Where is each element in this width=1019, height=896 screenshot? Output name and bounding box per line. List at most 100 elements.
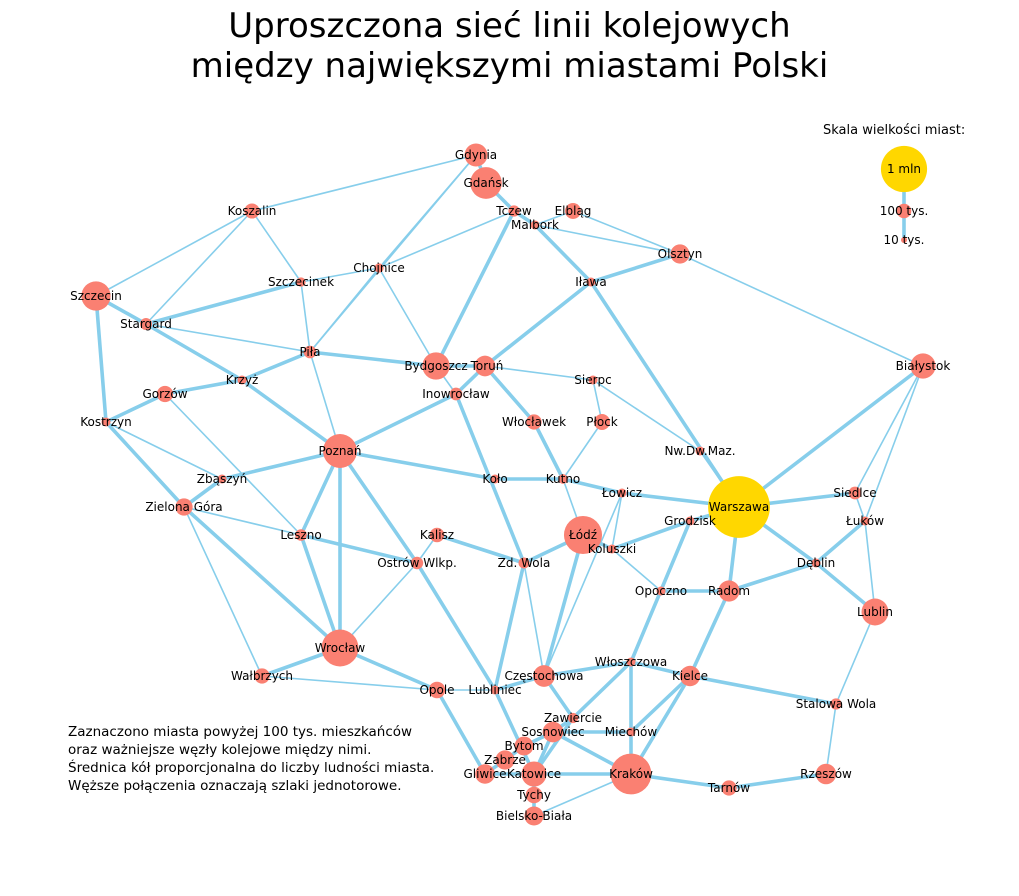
city-node-olsztyn xyxy=(670,244,690,264)
city-node-lowicz xyxy=(617,488,627,498)
legend-circle-0 xyxy=(880,145,928,193)
city-label-stalowawola: Stalowa Wola xyxy=(796,697,877,711)
city-node-sierpc xyxy=(588,375,598,385)
city-label-katowice: Katowice xyxy=(507,767,561,781)
city-label-ostrow: Ostrów Wlkp. xyxy=(377,556,457,570)
rail-link-tczew-chojnice xyxy=(378,210,515,269)
city-label-bialystok: Białystok xyxy=(896,359,951,373)
city-label-gliwice: Gliwice xyxy=(463,767,506,781)
rail-link-lukow-deblin xyxy=(814,519,867,565)
rail-link-stargard-szczecinek xyxy=(144,280,303,326)
rail-link-olsztyn-bialystok xyxy=(679,253,924,367)
city-label-wroclaw: Wrocław xyxy=(315,641,366,655)
chart-note: Zaznaczono miasta powyżej 100 tys. miesz… xyxy=(68,723,434,795)
note-line-2: oraz ważniejsze węzły kolejowe między ni… xyxy=(68,742,372,758)
city-label-tychy: Tychy xyxy=(516,788,551,802)
rail-link-poznan-kolo xyxy=(338,449,497,481)
rail-link-ilawa-warszawa xyxy=(589,280,741,509)
city-label-opole: Opole xyxy=(419,683,454,697)
rail-link-elblag-olsztyn xyxy=(572,210,681,255)
city-node-gdynia xyxy=(464,143,488,167)
city-node-kolo xyxy=(490,474,500,484)
legend-circle-2 xyxy=(901,237,907,243)
city-node-gliwice xyxy=(475,764,495,784)
city-node-lubliniec xyxy=(490,685,500,695)
city-node-bydgoszcz xyxy=(422,352,450,380)
chart-title-line-1: Uproszczona sieć linii kolejowych xyxy=(228,6,791,46)
city-node-krzyz xyxy=(237,375,247,385)
city-node-czestochowa xyxy=(533,665,555,687)
city-node-warszawa xyxy=(708,476,770,538)
city-node-szczecinek xyxy=(296,277,306,287)
city-node-stargard xyxy=(139,317,153,331)
rail-link-torun-wloclawek xyxy=(483,364,536,424)
city-node-rzeszow xyxy=(815,763,837,785)
city-label-kalisz: Kalisz xyxy=(420,528,454,542)
rail-link-gliwice-opole xyxy=(435,688,487,776)
city-label-sosnowiec: Sosnowiec xyxy=(521,725,584,739)
rail-link-zbaszyn-poznan xyxy=(220,449,342,481)
rail-link-kalisz-zdwola xyxy=(435,533,526,565)
legend-title: Skala wielkości miast: xyxy=(823,123,966,138)
city-label-warszawa: Warszawa xyxy=(709,500,769,514)
city-node-lublin xyxy=(861,598,889,626)
city-node-wloszczowa xyxy=(626,657,636,667)
city-label-gorzow: Gorzów xyxy=(142,387,187,401)
city-label-deblin: Dęblin xyxy=(797,556,836,570)
rail-link-ilawa-torun xyxy=(483,280,593,368)
city-label-radom: Radom xyxy=(708,584,750,598)
city-label-chojnice: Chojnice xyxy=(353,261,405,275)
city-label-koluszki: Koluszki xyxy=(588,542,636,556)
city-label-tarnow: Tarnów xyxy=(707,781,750,795)
city-label-zdwola: Zd. Wola xyxy=(498,556,551,570)
city-label-grodzisk: Grodzisk xyxy=(664,514,716,528)
rail-link-wloclawek-kutno xyxy=(532,420,565,481)
rail-link-koszalin-szczecin xyxy=(95,210,253,297)
rail-link-bialystok-siedlce xyxy=(854,365,924,494)
city-node-zabrze xyxy=(495,750,515,770)
legend-label-0: 1 mln xyxy=(887,162,921,176)
city-node-koluszki xyxy=(607,544,617,554)
rail-link-bialystok-warszawa xyxy=(737,364,925,509)
city-node-tychy xyxy=(525,786,543,804)
legend-label-2: 10 tys. xyxy=(884,233,925,247)
city-label-bydgoszcz: Bydgoszcz xyxy=(404,359,467,373)
rail-link-gorzow-kostrzyn xyxy=(104,392,167,424)
city-label-tczew: Tczew xyxy=(495,204,532,218)
rail-link-wloszczowa-zawiercie xyxy=(571,660,633,720)
city-label-pila: Piła xyxy=(299,345,320,359)
city-node-zdwola xyxy=(518,557,530,569)
city-node-szczecin xyxy=(81,281,111,311)
rail-link-koluszki-opoczno xyxy=(611,548,662,592)
city-label-kolo: Koło xyxy=(482,472,507,486)
city-node-miechow xyxy=(626,727,636,737)
city-node-tczew xyxy=(508,205,520,217)
rail-link-stargard-pila xyxy=(145,323,311,353)
city-label-krakow: Kraków xyxy=(609,767,653,781)
city-node-opole xyxy=(428,681,446,699)
rail-link-radom-kielce xyxy=(688,589,731,678)
rail-link-krzyz-poznan xyxy=(240,378,342,453)
city-label-siedlce: Siedlce xyxy=(833,486,876,500)
city-node-opoczno xyxy=(656,586,666,596)
city-label-kutno: Kutno xyxy=(546,472,581,486)
city-label-sierpc: Sierpc xyxy=(574,373,611,387)
rail-link-lubliniec-zdwola xyxy=(493,561,526,692)
city-label-opoczno: Opoczno xyxy=(635,584,687,598)
city-label-leszno: Leszno xyxy=(280,528,321,542)
city-label-nwdwmaz: Nw.Dw.Maz. xyxy=(664,444,735,458)
city-label-kielce: Kielce xyxy=(672,669,708,683)
railway-links xyxy=(94,153,925,818)
city-node-poznan xyxy=(323,434,357,468)
city-nodes xyxy=(81,143,936,826)
rail-link-chojnice-bydgoszcz xyxy=(378,267,437,367)
city-label-plock: Płock xyxy=(586,415,618,429)
rail-link-koszalin-szczecinek xyxy=(251,210,302,283)
rail-link-torun-sierpc xyxy=(484,365,594,381)
rail-link-koszalin-stargard xyxy=(145,210,253,325)
city-node-inowroclaw xyxy=(449,387,463,401)
city-node-zbaszyn xyxy=(217,474,227,484)
city-label-stargard: Stargard xyxy=(120,317,172,331)
rail-link-chojnice-pila xyxy=(309,267,380,353)
rail-link-gdynia-koszalin xyxy=(251,154,477,212)
